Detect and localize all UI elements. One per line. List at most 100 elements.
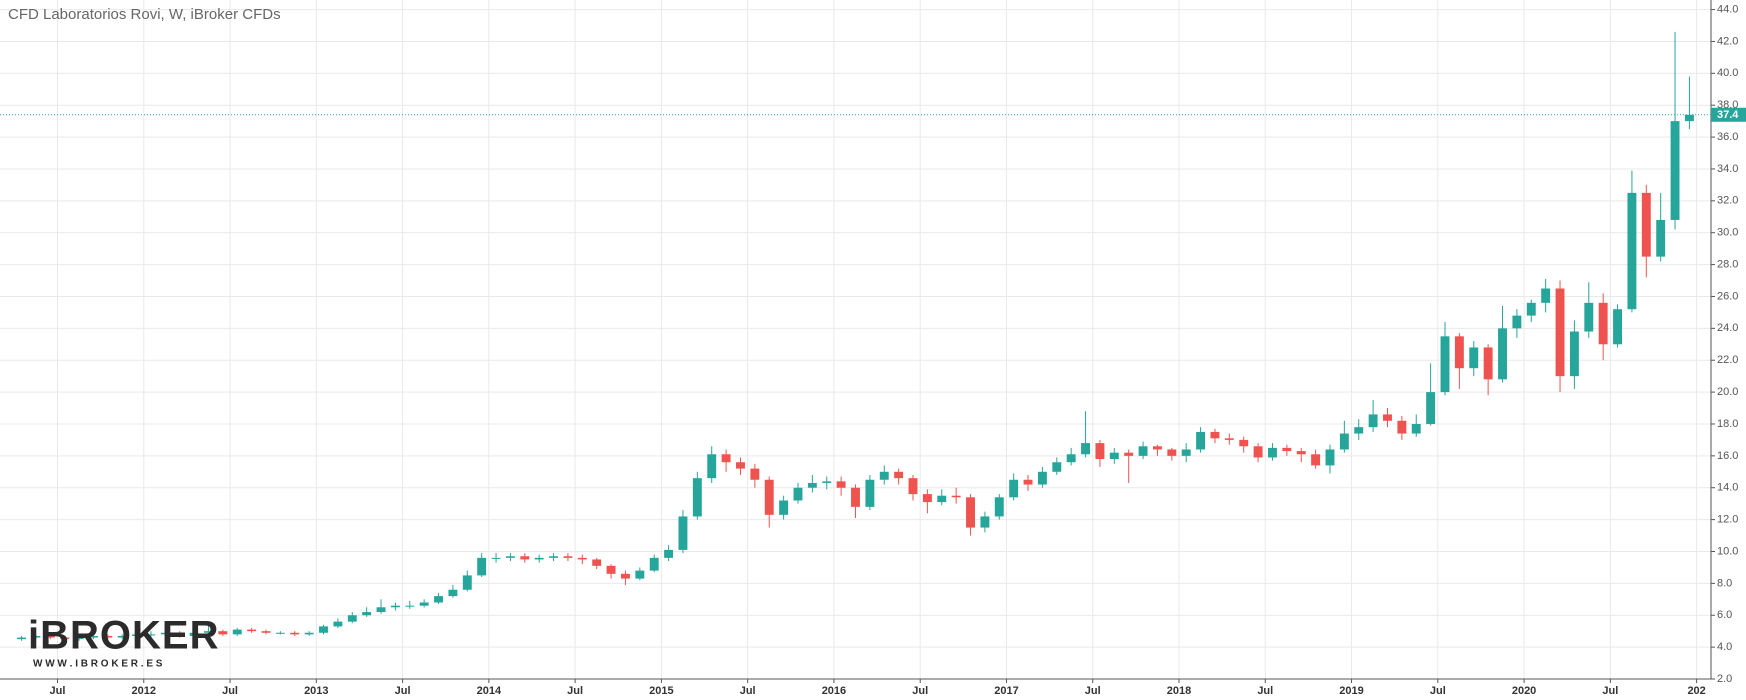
candle-body [764,479,774,515]
candle-body [290,632,300,635]
candle-body [146,634,156,636]
x-tick-label: Jul [50,685,66,697]
candle-body [1138,446,1148,456]
candle-body [1081,443,1091,455]
candle-body [1397,420,1407,434]
candle-body [1368,414,1378,428]
logo: iBROKER W W W . I B R O K E R . E S [28,614,218,670]
candle-body [60,637,70,640]
x-tick-label: Jul [1085,685,1101,697]
x-tick-label: Jul [222,685,238,697]
candle-body [89,635,98,638]
candle-body [419,602,429,606]
candle-body [1641,192,1651,257]
candle-body [362,612,372,616]
candle-body [736,462,745,469]
candle-body [966,497,975,528]
y-tick-label: 28.0 [1717,258,1738,270]
y-tick-label: 40.0 [1717,67,1738,79]
x-tick-label: Jul [1257,685,1273,697]
candle-body [31,635,41,638]
y-tick-label: 18.0 [1717,418,1738,430]
candle-body [505,556,515,558]
x-tick-label: 2017 [994,685,1018,697]
candle-body [577,557,587,560]
x-tick-label: Jul [740,685,756,697]
candle-body [894,471,904,479]
candle-body [1311,454,1321,466]
candle-body [1052,462,1062,472]
candle-body [678,516,688,550]
candle-body [620,573,630,579]
candle-body [879,471,889,480]
y-tick-label: 26.0 [1717,290,1738,302]
candle-body [1224,438,1234,440]
candle-body [1670,121,1680,220]
candle-body [1684,114,1694,122]
candle-body [448,589,458,597]
candle-body [520,556,530,560]
y-tick-label: 42.0 [1717,35,1738,47]
candle-body [779,500,789,515]
candle-body [1339,433,1349,450]
candle-body [908,478,918,495]
candle-body [865,479,875,507]
candle-body [1541,288,1551,303]
candle-body [980,516,990,528]
candle-body [707,454,717,479]
x-tick-label: Jul [912,685,928,697]
candle-body [247,629,257,632]
candle-body [1066,454,1076,463]
candle-body [275,632,285,634]
candle-body [1167,449,1177,456]
candle-body [1411,423,1421,434]
candle-body [390,605,400,608]
y-tick-label: 30.0 [1717,227,1738,239]
candle-body [477,557,487,576]
grid [0,0,1711,680]
candle-body [434,596,443,603]
x-tick-label: Jul [567,685,583,697]
x-tick-label: 2018 [1167,685,1191,697]
candle-body [160,632,170,635]
candle-body [376,607,386,613]
candle-body [1037,471,1047,485]
candle-body [1124,452,1134,456]
candle-body [1210,431,1220,439]
candle-body [1426,392,1436,424]
x-tick-label: Jul [395,685,411,697]
candle-body [17,637,27,640]
candle-body [592,559,602,566]
candle-body [1023,479,1033,485]
candle-body [836,481,846,488]
candle-body [74,637,84,640]
x-tick-label: 2014 [477,685,502,697]
logo-url: W W W . I B R O K E R . E S [33,659,163,670]
candle-body [1454,336,1464,369]
candle-body [491,557,501,559]
y-tick-label: 20.0 [1717,386,1738,398]
y-tick-label: 12.0 [1717,514,1738,526]
candle-body [822,481,832,483]
candle-body [563,556,573,558]
candle-body [951,495,961,498]
candle-body [1296,451,1306,455]
candle-body [1268,447,1277,458]
y-tick-label: 14.0 [1717,482,1738,494]
candle-body [1613,309,1622,345]
x-tick-label: 2012 [132,685,156,697]
x-tick-label: Jul [1430,685,1446,697]
x-tick-label: 2019 [1339,685,1363,697]
candle-body [1009,479,1019,498]
candle-body [1555,288,1565,377]
candle-body [1526,302,1536,316]
candles [0,31,1711,641]
candle-body [1483,347,1493,380]
candle-body [649,557,659,571]
candle-body [635,570,645,579]
candle-body [132,634,142,636]
candle-body [1440,336,1450,393]
candle-body [851,487,860,507]
candle-body [1196,431,1206,450]
